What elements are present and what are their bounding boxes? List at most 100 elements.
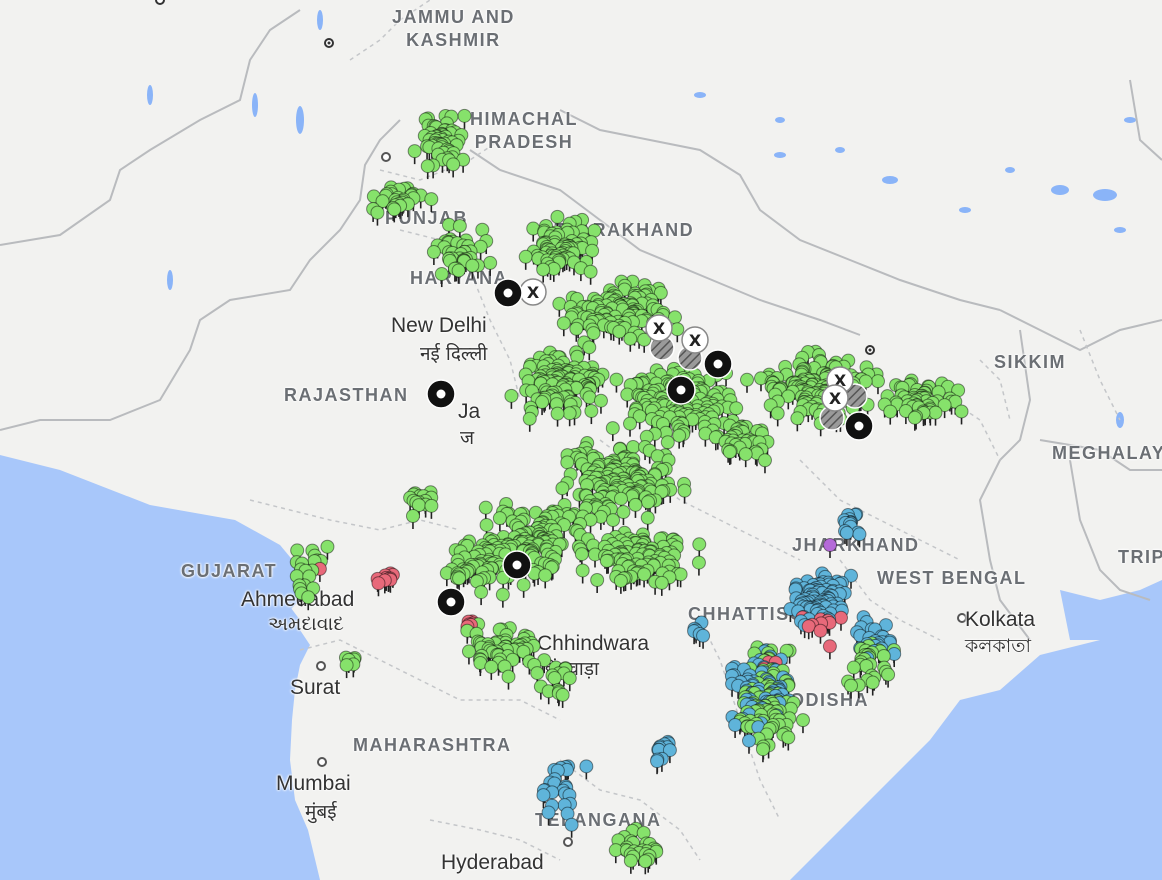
green-pin-marker[interactable]	[451, 263, 466, 284]
green-pin-marker[interactable]	[623, 853, 638, 874]
green-pin-marker[interactable]	[575, 563, 590, 584]
green-pin-marker[interactable]	[535, 395, 550, 416]
green-pin-marker[interactable]	[898, 404, 913, 425]
green-pin-marker[interactable]	[420, 159, 435, 180]
green-pin-marker[interactable]	[583, 264, 598, 285]
green-pin-marker[interactable]	[612, 324, 627, 345]
green-pin-marker[interactable]	[501, 669, 516, 690]
green-pin-marker[interactable]	[465, 258, 480, 279]
green-pin-marker[interactable]	[452, 218, 467, 239]
green-pin-marker[interactable]	[474, 585, 489, 606]
green-pin-marker[interactable]	[605, 421, 620, 442]
green-pin-marker[interactable]	[609, 372, 624, 393]
green-pin-marker[interactable]	[844, 678, 859, 699]
green-pin-marker[interactable]	[424, 498, 439, 519]
green-pin-marker[interactable]	[928, 405, 943, 426]
red-pin-marker[interactable]	[371, 576, 386, 597]
green-pin-marker[interactable]	[599, 553, 614, 574]
green-pin-marker[interactable]	[907, 410, 922, 431]
green-pin-marker[interactable]	[562, 671, 577, 692]
green-pin-marker[interactable]	[483, 255, 498, 276]
green-pin-marker[interactable]	[628, 497, 643, 518]
green-pin-marker[interactable]	[387, 202, 402, 223]
green-pin-marker[interactable]	[790, 411, 805, 432]
blue-pin-marker[interactable]	[852, 527, 867, 548]
target-marker[interactable]	[436, 587, 466, 617]
red-pin-marker[interactable]	[813, 623, 828, 644]
green-pin-marker[interactable]	[654, 575, 669, 596]
red-pin-marker[interactable]	[833, 610, 848, 631]
green-pin-marker[interactable]	[446, 157, 461, 178]
green-pin-marker[interactable]	[522, 411, 537, 432]
green-pin-marker[interactable]	[516, 577, 531, 598]
blue-pin-marker[interactable]	[564, 817, 579, 838]
red-pin-marker[interactable]	[822, 639, 837, 660]
purple-pin-marker[interactable]	[823, 538, 837, 559]
green-pin-marker[interactable]	[870, 374, 885, 395]
green-pin-marker[interactable]	[698, 426, 713, 447]
green-pin-marker[interactable]	[677, 483, 692, 504]
green-pin-marker[interactable]	[424, 192, 439, 213]
target-marker[interactable]	[703, 349, 733, 379]
blue-pin-marker[interactable]	[579, 759, 594, 780]
green-pin-marker[interactable]	[495, 587, 510, 608]
green-pin-marker[interactable]	[584, 404, 599, 425]
blue-pin-marker[interactable]	[728, 717, 743, 738]
green-pin-marker[interactable]	[623, 416, 638, 437]
green-pin-marker[interactable]	[407, 144, 422, 165]
green-pin-marker[interactable]	[538, 568, 553, 589]
green-pin-marker[interactable]	[954, 404, 969, 425]
green-pin-marker[interactable]	[753, 371, 768, 392]
blue-pin-marker[interactable]	[696, 628, 711, 649]
green-pin-marker[interactable]	[582, 340, 597, 361]
green-pin-marker[interactable]	[883, 404, 898, 425]
target-marker[interactable]	[426, 379, 456, 409]
x-marker[interactable]: X	[821, 384, 849, 412]
green-pin-marker[interactable]	[457, 108, 472, 129]
green-pin-marker[interactable]	[518, 249, 533, 270]
blue-pin-marker[interactable]	[541, 805, 556, 826]
green-pin-marker[interactable]	[740, 372, 755, 393]
green-pin-marker[interactable]	[692, 537, 707, 558]
green-pin-marker[interactable]	[504, 388, 519, 409]
green-pin-marker[interactable]	[795, 713, 810, 734]
green-pin-marker[interactable]	[691, 555, 706, 576]
x-marker[interactable]: X	[645, 314, 673, 342]
green-pin-marker[interactable]	[473, 239, 488, 260]
green-pin-marker[interactable]	[660, 435, 675, 456]
green-pin-marker[interactable]	[881, 667, 896, 688]
green-pin-marker[interactable]	[456, 152, 471, 173]
x-marker[interactable]: X	[681, 326, 709, 354]
green-pin-marker[interactable]	[434, 267, 449, 288]
green-pin-marker[interactable]	[729, 401, 744, 422]
green-pin-marker[interactable]	[606, 513, 621, 534]
green-pin-marker[interactable]	[569, 321, 584, 342]
green-pin-marker[interactable]	[623, 331, 638, 352]
green-pin-marker[interactable]	[608, 843, 623, 864]
target-marker[interactable]	[666, 375, 696, 405]
green-pin-marker[interactable]	[339, 658, 354, 679]
green-pin-marker[interactable]	[638, 854, 653, 875]
green-pin-marker[interactable]	[301, 590, 316, 611]
green-pin-marker[interactable]	[546, 261, 561, 282]
green-pin-marker[interactable]	[585, 243, 600, 264]
green-pin-marker[interactable]	[550, 406, 565, 427]
green-pin-marker[interactable]	[770, 406, 785, 427]
green-pin-marker[interactable]	[556, 316, 571, 337]
green-pin-marker[interactable]	[937, 398, 952, 419]
blue-pin-marker[interactable]	[741, 733, 756, 754]
green-pin-marker[interactable]	[426, 245, 441, 266]
target-marker[interactable]	[844, 411, 874, 441]
green-pin-marker[interactable]	[672, 428, 687, 449]
green-pin-marker[interactable]	[722, 444, 737, 465]
green-pin-marker[interactable]	[865, 675, 880, 696]
green-pin-marker[interactable]	[555, 481, 570, 502]
x-marker[interactable]: X	[519, 278, 547, 306]
green-pin-marker[interactable]	[738, 447, 753, 468]
green-pin-marker[interactable]	[478, 500, 493, 521]
target-marker[interactable]	[502, 550, 532, 580]
green-pin-marker[interactable]	[593, 393, 608, 414]
green-pin-marker[interactable]	[405, 508, 420, 529]
green-pin-marker[interactable]	[590, 572, 605, 593]
